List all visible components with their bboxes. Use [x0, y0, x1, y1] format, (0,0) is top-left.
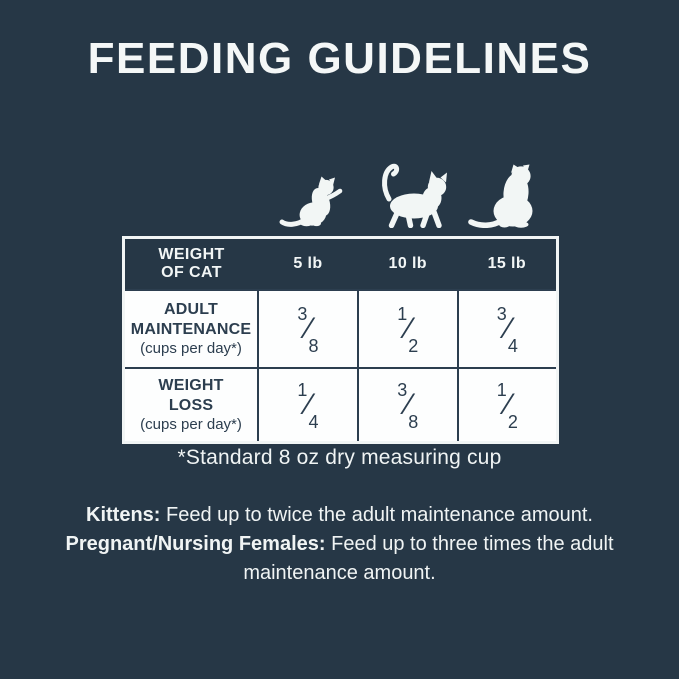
header-weight-of-cat: WEIGHT OF CAT	[123, 237, 259, 290]
row-note: (cups per day*)	[140, 339, 242, 357]
note-pregnant-nursing: Pregnant/Nursing Females: Feed up to thr…	[60, 530, 620, 588]
note-pregnant-nursing-text: Feed up to three times the adult mainten…	[243, 533, 614, 584]
note-kittens: Kittens: Feed up to twice the adult main…	[60, 501, 620, 530]
table-header-row: WEIGHT OF CAT 5 lb 10 lb 15 lb	[123, 237, 558, 290]
amount-cell: 1⁄2	[356, 289, 459, 369]
feeding-table: WEIGHT OF CAT 5 lb 10 lb 15 lb ADULT MAI…	[122, 236, 559, 444]
amount-cell: 3⁄8	[257, 289, 359, 369]
header-10lb: 10 lb	[357, 237, 458, 290]
note-pregnant-nursing-label: Pregnant/Nursing Females:	[65, 533, 326, 555]
amount-cell: 1⁄2	[456, 367, 559, 444]
note-kittens-text: Feed up to twice the adult maintenance a…	[160, 504, 593, 526]
kitten-icon	[278, 176, 344, 228]
note-kittens-label: Kittens:	[86, 504, 161, 526]
row-label-weight-loss: WEIGHT LOSS (cups per day*)	[122, 367, 260, 444]
table-row-weight-loss: WEIGHT LOSS (cups per day*) 1⁄4 3⁄8 1⁄2	[122, 367, 559, 444]
header-5lb: 5 lb	[258, 237, 358, 290]
walking-cat-icon	[376, 158, 448, 228]
feeding-notes: Kittens: Feed up to twice the adult main…	[0, 501, 679, 588]
table-row-adult-maintenance: ADULT MAINTENANCE (cups per day*) 3⁄8 1⁄…	[122, 289, 559, 369]
measuring-cup-footnote: *Standard 8 oz dry measuring cup	[177, 446, 502, 469]
amount-cell: 3⁄8	[356, 367, 459, 444]
row-note: (cups per day*)	[140, 415, 242, 433]
sitting-cat-icon	[467, 164, 541, 228]
cat-size-icons	[0, 156, 679, 228]
page-title: FEEDING GUIDELINES	[87, 34, 592, 83]
amount-cell: 3⁄4	[456, 289, 559, 369]
header-15lb: 15 lb	[457, 237, 558, 290]
feeding-table-wrap: WEIGHT OF CAT 5 lb 10 lb 15 lb ADULT MAI…	[122, 236, 559, 444]
amount-cell: 1⁄4	[257, 367, 359, 444]
row-label-adult-maintenance: ADULT MAINTENANCE (cups per day*)	[122, 289, 260, 369]
